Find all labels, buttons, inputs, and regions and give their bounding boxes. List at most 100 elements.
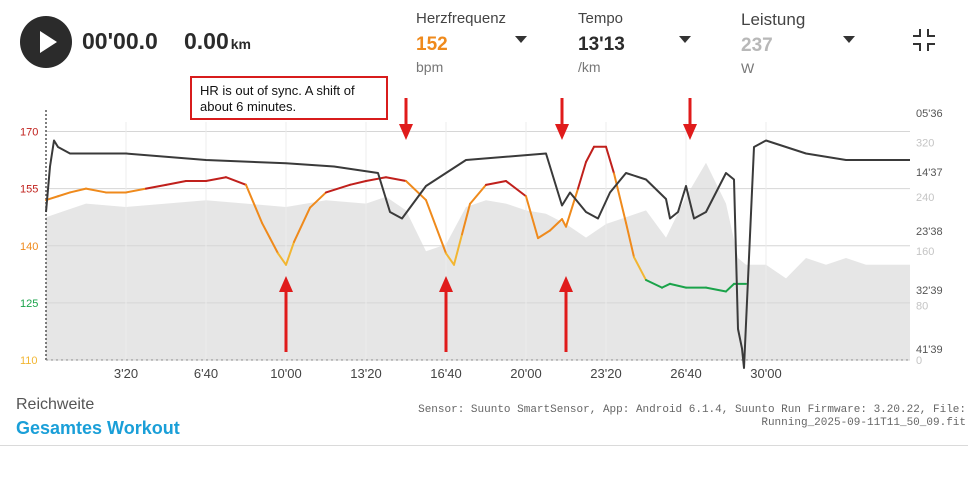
metric-unit: /km — [578, 59, 601, 75]
x-tick-label: 13'20 — [350, 366, 381, 381]
hr-segment — [605, 145, 615, 175]
arrow-down-head — [399, 124, 413, 140]
hr-segment — [261, 221, 271, 240]
hr-segment — [525, 195, 539, 240]
metric-heart-rate[interactable]: Herzfrequenz 152 bpm — [416, 10, 506, 75]
metric-unit: W — [741, 60, 755, 76]
metric-value: 152 — [416, 34, 448, 55]
hr-segment — [445, 252, 455, 266]
arrow-down-head — [555, 124, 569, 140]
elapsed-time: 00'00.0 — [82, 28, 158, 54]
x-tick-label: 23'20 — [590, 366, 621, 381]
range-label: Reichweite — [16, 396, 95, 413]
hr-segment — [349, 180, 367, 186]
power-tick-label: 240 — [916, 192, 934, 204]
hr-segment — [561, 218, 567, 228]
distance-display: 0.00 km — [184, 28, 251, 55]
metric-label: Herzfrequenz — [416, 10, 507, 27]
hr-segment — [405, 180, 427, 202]
hr-segment — [633, 256, 647, 282]
chevron-down-icon[interactable] — [843, 36, 855, 43]
hr-segment — [205, 176, 227, 183]
x-tick-label: 26'40 — [670, 366, 701, 381]
hr-segment — [625, 221, 635, 259]
x-tick-label: 20'00 — [510, 366, 541, 381]
hr-segment — [661, 282, 671, 289]
hr-segment — [325, 183, 351, 194]
file-name: Running_2025-09-11T11_50_09.fit — [761, 417, 966, 429]
metric-label: Leistung — [741, 10, 806, 29]
arrow-up-head — [279, 276, 293, 292]
metric-value: 237 — [741, 35, 773, 56]
metric-pace[interactable]: Tempo 13'13 /km — [578, 10, 625, 75]
hr-segment — [385, 176, 407, 183]
hr-segment — [485, 180, 507, 186]
pace-tick-label: 32'39 — [916, 285, 943, 297]
hr-segment — [505, 180, 527, 198]
chevron-down-icon[interactable] — [515, 36, 527, 43]
pace-tick-label: 23'38 — [916, 226, 943, 238]
hr-segment — [537, 229, 551, 240]
hr-segment — [613, 172, 627, 224]
hr-segment — [165, 180, 187, 186]
x-tick-label: 6'40 — [194, 366, 218, 381]
distance-unit: km — [230, 36, 251, 52]
metric-value: 13'13 — [578, 34, 625, 55]
hr-segment — [285, 240, 295, 266]
pace-tick-label: 41'39 — [916, 344, 943, 356]
power-tick-label: 80 — [916, 301, 928, 313]
hr-segment — [277, 252, 287, 266]
hr-tick-label: 125 — [20, 298, 38, 310]
hr-segment — [645, 279, 663, 289]
hr-segment — [461, 202, 471, 236]
play-button[interactable] — [20, 16, 72, 68]
metric-power[interactable]: Leistung 237 W — [741, 10, 805, 76]
hr-segment — [69, 187, 87, 194]
sensor-info-line: Sensor: Suunto SmartSensor, App: Android… — [418, 404, 966, 416]
hr-segment — [293, 206, 311, 243]
collapse-icon[interactable] — [911, 27, 937, 53]
arrow-up-head — [559, 276, 573, 292]
divider — [0, 445, 968, 446]
metric-label: Tempo — [578, 10, 624, 27]
hr-segment — [585, 145, 595, 163]
annotation-box: HR is out of sync. A shift of about 6 mi… — [190, 76, 388, 120]
hr-segment — [469, 183, 487, 205]
hr-segment — [549, 218, 563, 232]
pace-tick-label: 05'36 — [916, 108, 943, 120]
hr-segment — [85, 187, 107, 194]
play-icon — [40, 31, 57, 53]
hr-segment — [565, 187, 579, 228]
hr-segment — [365, 176, 387, 183]
arrow-down-head — [683, 124, 697, 140]
hr-segment — [453, 233, 463, 266]
power-tick-label: 160 — [916, 246, 934, 258]
hr-segment — [425, 199, 447, 255]
hr-segment — [145, 183, 167, 190]
hr-tick-label: 110 — [20, 355, 38, 367]
sensor-info: Sensor: Suunto SmartSensor, App: Android… — [418, 404, 966, 430]
hr-segment — [245, 183, 263, 224]
hr-segment — [705, 286, 727, 293]
range-selector[interactable]: Gesamtes Workout — [16, 418, 180, 438]
x-tick-label: 16'40 — [430, 366, 461, 381]
x-tick-label: 10'00 — [270, 366, 301, 381]
hr-tick-label: 155 — [20, 184, 38, 196]
x-tick-label: 30'00 — [750, 366, 781, 381]
hr-segment — [269, 237, 279, 255]
pace-line — [45, 139, 910, 369]
hr-tick-label: 170 — [20, 127, 38, 139]
workout-chart[interactable]: 170 155 140 125 110 320 240 160 80 0 05'36 14'37 23'… — [0, 98, 968, 388]
chevron-down-icon[interactable] — [679, 36, 691, 43]
x-tick-label: 3'20 — [114, 366, 138, 381]
arrow-up-head — [439, 276, 453, 292]
hr-segment — [57, 191, 71, 198]
distance-value: 0.00 — [184, 28, 229, 54]
metric-unit: bpm — [416, 59, 444, 75]
hr-segment — [577, 160, 587, 190]
hr-tick-label: 140 — [20, 241, 38, 253]
hr-segment — [725, 282, 735, 293]
hr-segment — [309, 191, 327, 209]
power-area — [46, 162, 910, 360]
power-tick-label: 320 — [916, 137, 934, 149]
